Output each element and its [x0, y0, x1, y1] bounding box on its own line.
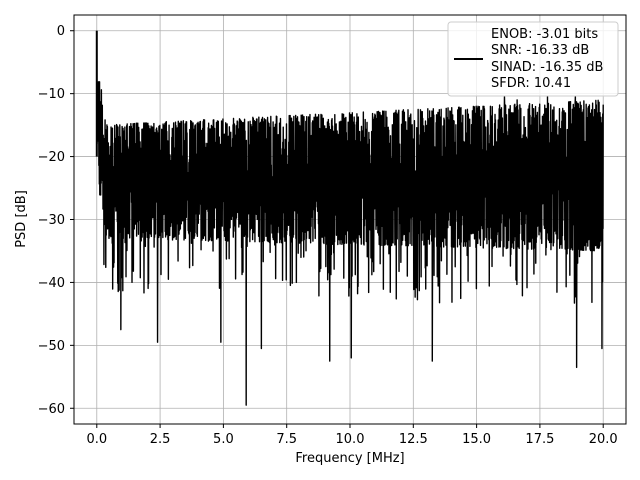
y-tick-label: 0 [57, 24, 65, 39]
psd-line [96, 30, 604, 406]
y-tick-label: −60 [38, 402, 65, 417]
legend-entry-sfdr: SFDR: 10.41 [491, 76, 571, 91]
x-axis-ticks: 0.0 2.5 5.0 7.5 10.0 12.5 15.0 17.5 20.0 [86, 424, 618, 447]
legend: ENOB: -3.01 bits SNR: -16.33 dB SINAD: -… [447, 21, 619, 97]
x-tick-label: 20.0 [589, 432, 618, 447]
x-tick-label: 10.0 [336, 432, 365, 447]
x-axis-label: Frequency [MHz] [295, 451, 404, 466]
y-tick-label: −10 [38, 87, 65, 102]
y-axis-label: PSD [dB] [14, 190, 29, 248]
y-tick-label: −50 [38, 339, 65, 354]
x-tick-label: 15.0 [462, 432, 491, 447]
y-axis-ticks: 0 −10 −20 −30 −40 −50 −60 [38, 24, 74, 417]
y-tick-label: −20 [38, 150, 65, 165]
legend-entry-sinad: SINAD: -16.35 dB [491, 60, 603, 75]
legend-entry-enob: ENOB: -3.01 bits [491, 27, 598, 42]
legend-entry-snr: SNR: -16.33 dB [491, 43, 589, 58]
x-tick-label: 17.5 [525, 432, 554, 447]
x-tick-label: 2.5 [150, 432, 171, 447]
series-psd [95, 30, 604, 406]
y-tick-label: −30 [38, 213, 65, 228]
x-tick-label: 5.0 [213, 432, 234, 447]
x-tick-label: 7.5 [276, 432, 297, 447]
y-tick-label: −40 [38, 276, 65, 291]
legend-box [447, 21, 619, 97]
x-tick-label: 0.0 [86, 432, 107, 447]
x-tick-label: 12.5 [399, 432, 428, 447]
